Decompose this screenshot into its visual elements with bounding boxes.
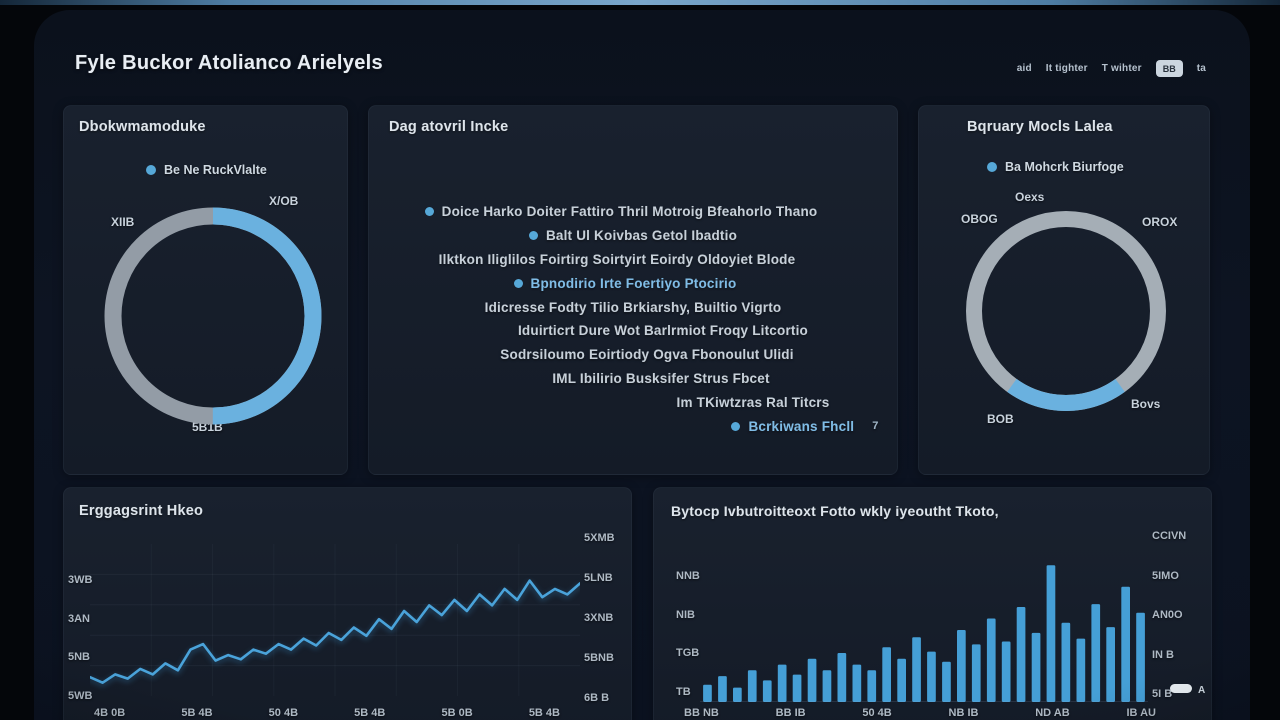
card-title: Erggagsrint Hkeo xyxy=(79,503,204,519)
donut-legend: Be Ne RuckVlalte xyxy=(146,163,267,177)
donut-value-label: Oexs xyxy=(1015,190,1045,204)
mode-donut-chart xyxy=(966,211,1166,411)
bullet-dot-icon xyxy=(528,231,538,241)
insight-line: Sodrsiloumo Eoirtiody Ogva Fbonoulut Uli… xyxy=(500,347,794,363)
axis-label: 4B 0B xyxy=(94,707,126,719)
axis-label: 5XMB xyxy=(584,532,615,544)
legend-dot-icon xyxy=(146,165,156,175)
axis-label: NB IB xyxy=(948,707,979,719)
nav-item-trailing[interactable]: ta xyxy=(1196,63,1206,74)
storage-donut-chart xyxy=(104,207,322,425)
bullet-dot-icon xyxy=(424,207,434,217)
axis-label: 5B 4B xyxy=(181,707,213,719)
axis-label: IB AU xyxy=(1126,707,1156,719)
axis-label: AN0O xyxy=(1152,609,1183,621)
card-title: Bqruary Mocls Lalea xyxy=(967,119,1113,135)
scroll-pill[interactable] xyxy=(1170,684,1192,693)
insight-line: Idicresse Fodty Tilio Brkiarshy, Builtio… xyxy=(484,299,782,315)
storage-donut-card: Dbokwmamoduke Be Ne RuckVlalte X/OB XIIB… xyxy=(63,105,348,475)
insight-line: Iduirticrt Dure Wot Barlrmiot Froqy Litc… xyxy=(517,323,808,339)
x-axis-labels: 4B 0B 5B 4B 50 4B 5B 4B 5B 0B 5B 4B xyxy=(94,707,560,719)
axis-label: CCIVN xyxy=(1152,530,1187,542)
y-axis-right-labels: 5XMB 5LNB 3XNB 5BNB 6B B xyxy=(584,532,628,704)
card-title: Dbokwmamoduke xyxy=(79,119,206,135)
axis-label: 5BNB xyxy=(584,652,614,664)
insight-line: Bpnodirio Irte Foertiyo Ptocirio xyxy=(361,271,889,295)
axis-label: 5IMO xyxy=(1152,569,1179,582)
x-axis-labels: BB NB BB IB 50 4B NB IB ND AB IB AU xyxy=(684,707,1156,719)
engagement-line-card: Erggagsrint Hkeo 3WB 3AN 5NB 5WB 5XMB 5LNB 3X… xyxy=(63,487,632,720)
axis-label: 50 4B xyxy=(268,707,299,719)
axis-label: 6B B xyxy=(584,692,610,704)
volume-bar-card: Bytocp Ivbutroitteoxt Fotto wkly iyeouth… xyxy=(653,487,1212,720)
axis-label: BB NB xyxy=(684,707,719,719)
axis-label: 50 4B xyxy=(862,707,892,719)
insight-line: IML Ibilirio Busksifer Strus Fbcet xyxy=(552,370,770,386)
insight-line: Doice Harko Doiter Fattiro Thril Motroig… xyxy=(357,200,885,224)
axis-label: ND AB xyxy=(1035,707,1070,719)
insight-line: Ilktkon Iliglilos Foirtirg Soirtyirt Eoi… xyxy=(438,251,796,267)
dashboard-screen: Fyle Buckor Atolianco Arielyels aid It t… xyxy=(34,10,1250,720)
y-axis-right-labels: CCIVN 5IMO AN0O IN B 5I B xyxy=(1152,530,1208,700)
donut-legend: Ba Mohcrk Biurfoge xyxy=(987,160,1124,174)
page-title: Fyle Buckor Atolianco Arielyels xyxy=(75,52,383,74)
bullet-dot-icon xyxy=(731,421,741,431)
axis-label: 5B 4B xyxy=(354,707,386,719)
nav-item-3[interactable]: T wihter xyxy=(1101,63,1142,74)
engagement-line-chart xyxy=(90,544,580,696)
nav-item-2[interactable]: It tighter xyxy=(1045,63,1088,74)
axis-label: BB IB xyxy=(775,707,806,719)
axis-label: 5B 4B xyxy=(528,707,560,719)
legend-label: Ba Mohcrk Biurfoge xyxy=(1005,160,1124,174)
insight-line: Balt Ul Koivbas Getol Ibadtio xyxy=(369,224,897,248)
corner-label: A xyxy=(1198,685,1206,696)
top-nav: aid It tighter T wihter BB ta xyxy=(1017,60,1206,77)
header-action-button[interactable]: BB xyxy=(1155,60,1183,77)
card-title: Dag atovril Incke xyxy=(389,119,509,135)
insights-card: Dag atovril Incke Doice Harko Doiter Fat… xyxy=(368,105,898,475)
card-title: Bytocp Ivbutroitteoxt Fotto wkly iyeouth… xyxy=(671,503,999,519)
bullet-dot-icon xyxy=(513,278,523,288)
insights-list: Doice Harko Doiter Fattiro Thril Motroig… xyxy=(369,200,897,438)
legend-dot-icon xyxy=(987,162,997,172)
volume-bar-chart xyxy=(700,565,1148,702)
axis-label: 5LNB xyxy=(584,572,613,584)
mode-donut-card: Bqruary Mocls Lalea Ba Mohcrk Biurfoge O… xyxy=(918,105,1210,475)
nav-item-1[interactable]: aid xyxy=(1016,63,1032,74)
legend-label: Be Ne RuckVlalte xyxy=(164,163,267,177)
screen-top-edge-highlight xyxy=(0,0,1280,5)
axis-label: IN B xyxy=(1152,648,1174,661)
axis-label: 5B 0B xyxy=(441,707,473,719)
axis-label: 3XNB xyxy=(584,612,614,624)
